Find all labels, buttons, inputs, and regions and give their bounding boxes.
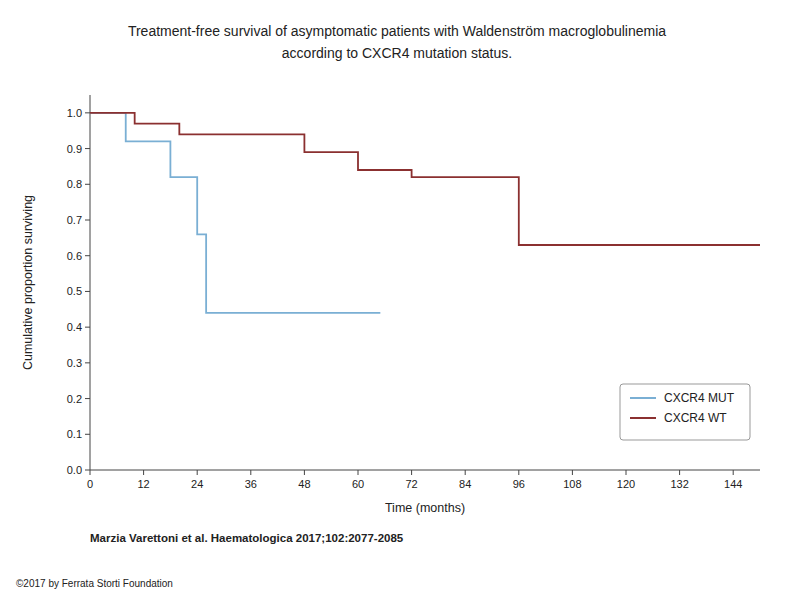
y-tick-label: 0.1 — [67, 428, 82, 440]
survival-curve — [90, 113, 380, 313]
x-tick-label: 84 — [459, 478, 471, 490]
x-tick-label: 120 — [617, 478, 635, 490]
page: {"chart_data": { "type": "step", "title"… — [0, 0, 794, 595]
y-tick — [85, 434, 90, 435]
y-tick-label: 0.7 — [67, 214, 82, 226]
y-tick-label: 1.0 — [67, 107, 82, 119]
x-tick-label: 60 — [352, 478, 364, 490]
y-tick-label: 0.0 — [67, 464, 82, 476]
legend: CXCR4 MUT CXCR4 WT — [620, 384, 750, 440]
x-tick — [626, 470, 627, 475]
x-tick-label: 12 — [137, 478, 149, 490]
y-tick-label: 0.8 — [67, 178, 82, 190]
legend-box — [620, 384, 750, 440]
y-tick — [85, 470, 90, 471]
x-tick — [411, 470, 412, 475]
y-tick-label: 0.9 — [67, 143, 82, 155]
y-axis-line — [90, 95, 91, 470]
subtitle: according to CXCR4 mutation status. — [282, 45, 512, 61]
y-tick — [85, 112, 90, 113]
y-tick — [85, 327, 90, 328]
x-tick-label: 108 — [563, 478, 581, 490]
copyright: ©2017 by Ferrata Storti Foundation — [16, 578, 173, 589]
x-tick-label: 144 — [724, 478, 742, 490]
x-tick — [358, 470, 359, 475]
legend-entry: CXCR4 MUT — [664, 391, 735, 405]
y-tick — [85, 220, 90, 221]
y-tick-label: 0.3 — [67, 357, 82, 369]
x-tick-label: 72 — [405, 478, 417, 490]
citation: Marzia Varettoni et al. Haematologica 20… — [90, 532, 404, 544]
y-tick — [85, 148, 90, 149]
y-axis-label: Cumulative proportion surviving — [21, 195, 35, 370]
x-axis-line — [90, 470, 760, 471]
y-tick-label: 0.5 — [67, 285, 82, 297]
x-tick — [90, 470, 91, 475]
title: Treatment-free survival of asymptomatic … — [128, 23, 666, 39]
legend-entry: CXCR4 WT — [664, 411, 727, 425]
y-tick — [85, 184, 90, 185]
y-tick — [85, 398, 90, 399]
y-tick-label: 0.4 — [67, 321, 82, 333]
y-tick — [85, 291, 90, 292]
survival-curve — [90, 113, 760, 245]
x-tick-label: 48 — [298, 478, 310, 490]
x-tick-label: 96 — [513, 478, 525, 490]
x-tick-label: 24 — [191, 478, 203, 490]
x-tick-label: 132 — [670, 478, 688, 490]
plot-area — [90, 113, 760, 313]
x-tick-label: 36 — [245, 478, 257, 490]
x-tick — [733, 470, 734, 475]
legend-swatch — [630, 397, 656, 399]
x-tick — [250, 470, 251, 475]
x-tick — [143, 470, 144, 475]
x-tick — [465, 470, 466, 475]
x-tick — [197, 470, 198, 475]
y-tick-label: 0.2 — [67, 393, 82, 405]
legend-swatch — [630, 417, 656, 419]
x-tick — [679, 470, 680, 475]
x-tick — [304, 470, 305, 475]
x-axis-label: Time (months) — [385, 501, 465, 515]
y-tick-label: 0.6 — [67, 250, 82, 262]
x-tick — [518, 470, 519, 475]
y-tick — [85, 362, 90, 363]
x-tick — [572, 470, 573, 475]
y-tick — [85, 255, 90, 256]
x-tick-label: 0 — [87, 478, 93, 490]
chart: Treatment-free survival of asymptomatic … — [0, 0, 794, 595]
